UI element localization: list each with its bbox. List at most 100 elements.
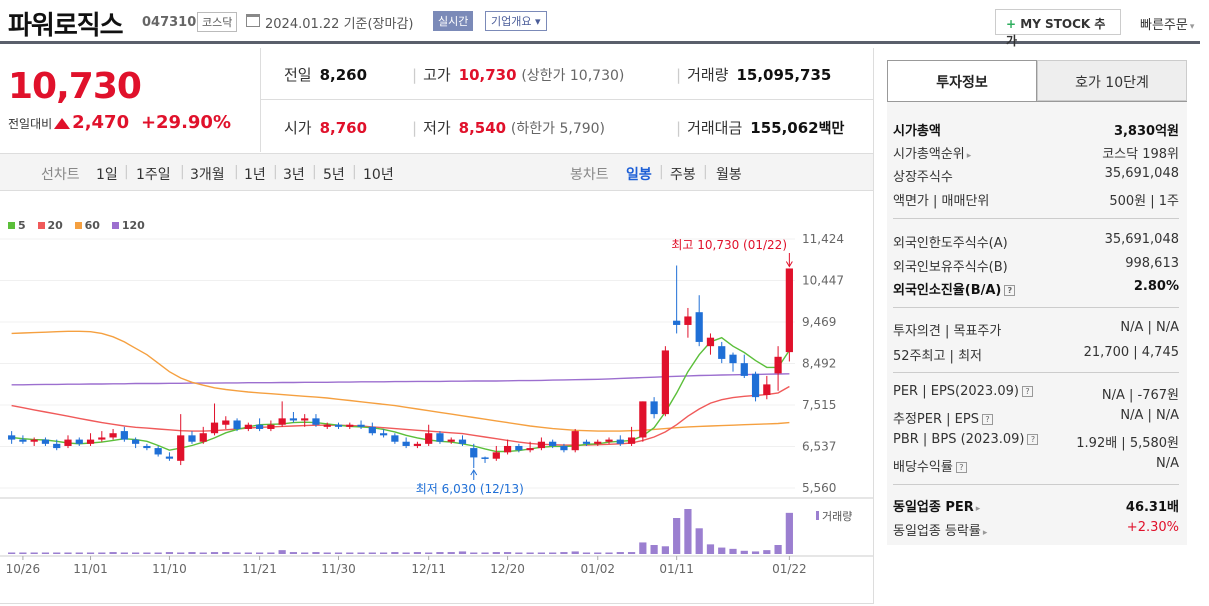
- candle: [256, 424, 264, 429]
- volume-bar: [357, 552, 365, 554]
- candle: [19, 439, 27, 442]
- candle: [763, 384, 771, 396]
- candle: [222, 420, 230, 425]
- period-3m[interactable]: 3개월: [190, 167, 225, 183]
- volume-bar: [751, 551, 760, 554]
- info-key[interactable]: 동일업종 등락률 ▸: [893, 524, 988, 539]
- info-key[interactable]: 동일업종 PER ▸: [893, 500, 981, 515]
- candle: [515, 445, 523, 451]
- period-3y[interactable]: 3년: [283, 167, 305, 183]
- period-1y[interactable]: 1년: [244, 167, 266, 183]
- volume-bar: [470, 552, 478, 554]
- candle: [346, 424, 354, 427]
- period-1d[interactable]: 1일: [96, 167, 118, 183]
- volume-bar: [233, 552, 241, 554]
- period-5y[interactable]: 5년: [323, 167, 345, 183]
- volume-bar: [425, 552, 433, 554]
- candle: [154, 448, 162, 455]
- candle: [661, 350, 669, 415]
- info-key: 배당수익률?: [893, 456, 967, 475]
- volume-bar: [120, 552, 128, 554]
- volume-bar: [481, 552, 489, 554]
- volume-bar: [312, 552, 320, 554]
- help-icon[interactable]: ?: [1027, 434, 1039, 445]
- help-icon[interactable]: ?: [1021, 386, 1033, 397]
- tab-order-book[interactable]: 호가 10단계: [1037, 60, 1187, 101]
- stock-header: 파워로직스 047310 코스닥 2024.01.22 기준(장마감) 실시간 …: [0, 0, 1200, 48]
- candle: [301, 418, 309, 421]
- volume-bar: [549, 552, 557, 554]
- realtime-button[interactable]: 실시간: [433, 11, 474, 31]
- candle: [120, 431, 128, 440]
- volume-bar: [605, 552, 613, 554]
- stock-name: 파워로직스: [8, 11, 124, 41]
- info-value: 코스닥 198위: [1102, 147, 1179, 162]
- market-badge: 코스닥: [197, 12, 238, 32]
- tab-invest-info[interactable]: 투자정보: [887, 60, 1037, 101]
- candle: [53, 443, 61, 449]
- period-10y[interactable]: 10년: [363, 167, 394, 183]
- open-price: 시가 8,760: [284, 119, 368, 137]
- info-key: 시가총액: [893, 124, 941, 139]
- volume-bar: [379, 552, 388, 554]
- candle: [98, 437, 106, 440]
- quick-order-button[interactable]: 빠른주문 ▾: [1140, 18, 1195, 33]
- low-annotation: 최저 6,030 (12/13): [416, 482, 524, 496]
- candle: [233, 420, 241, 429]
- volume-bar: [661, 546, 669, 554]
- candle: [391, 435, 399, 442]
- volume-bar: [75, 552, 83, 554]
- candle: [537, 441, 545, 449]
- candle: [627, 437, 636, 444]
- volume-bar: [706, 544, 715, 554]
- mystock-add-button[interactable]: + MY STOCK 추가: [995, 9, 1121, 48]
- volume-bar: [154, 552, 162, 554]
- volume-bar: [458, 551, 467, 554]
- info-value: 1.92배 | 5,580원: [1076, 436, 1179, 451]
- candle: [41, 439, 50, 444]
- volume-bar: [673, 518, 681, 554]
- price-chart[interactable]: 11,424 10,447 9,469 8,492 7,515 6,537 5,560 최고 …: [0, 225, 873, 580]
- volume-bar: [8, 552, 16, 554]
- period-daily[interactable]: 일봉: [626, 167, 652, 183]
- high-arrow-icon: [785, 261, 793, 268]
- low-price: | 저가 8,540 (하한가 5,790): [412, 119, 605, 137]
- volume-bar: [582, 552, 591, 554]
- volume-bar: [571, 551, 579, 554]
- period-toolbar: 선차트 1일 | 1주일 | 3개월 | 1년 | 3년 | 5년 | 10년 …: [0, 153, 873, 191]
- volume-bar: [639, 542, 647, 554]
- period-monthly[interactable]: 월봉: [716, 167, 742, 183]
- stock-code: 047310: [142, 15, 197, 30]
- info-key[interactable]: 시가총액순위 ▸: [893, 147, 972, 162]
- info-tabs: 투자정보 호가 10단계: [887, 60, 1187, 101]
- help-icon[interactable]: ?: [981, 414, 993, 425]
- info-value: 500원 | 1주: [1109, 194, 1179, 209]
- help-icon[interactable]: ?: [1004, 285, 1016, 296]
- candle: [8, 435, 16, 440]
- info-value: 998,613: [1125, 256, 1179, 271]
- y-tick-label: 5,560: [802, 481, 836, 495]
- candle: [684, 316, 692, 325]
- period-1w[interactable]: 1주일: [136, 167, 171, 183]
- volume-bar: [594, 552, 602, 554]
- volume-bar: [132, 552, 140, 554]
- current-price: 10,730: [8, 66, 142, 107]
- candle: [199, 433, 207, 442]
- candle: [188, 435, 196, 442]
- help-icon[interactable]: ?: [955, 462, 967, 473]
- y-tick-label: 7,515: [802, 398, 836, 412]
- volume-bar: [616, 552, 624, 554]
- volume-bar: [413, 552, 422, 554]
- volume-bar: [492, 552, 500, 554]
- company-info-button[interactable]: 기업개요 ▾: [485, 11, 547, 31]
- candle: [132, 439, 140, 444]
- candle: [334, 424, 343, 427]
- invest-info-panel: 시가총액 3,830억원 시가총액순위 ▸ 코스닥 198위 상장주식수 35,691,04…: [887, 101, 1187, 545]
- candle: [616, 439, 624, 444]
- period-weekly[interactable]: 주봉: [670, 167, 696, 183]
- info-key: 외국인한도주식수(A): [893, 236, 1008, 251]
- candle: [323, 424, 331, 427]
- info-key: 추정PER | EPS?: [893, 408, 993, 427]
- chevron-right-icon: ▸: [966, 151, 972, 161]
